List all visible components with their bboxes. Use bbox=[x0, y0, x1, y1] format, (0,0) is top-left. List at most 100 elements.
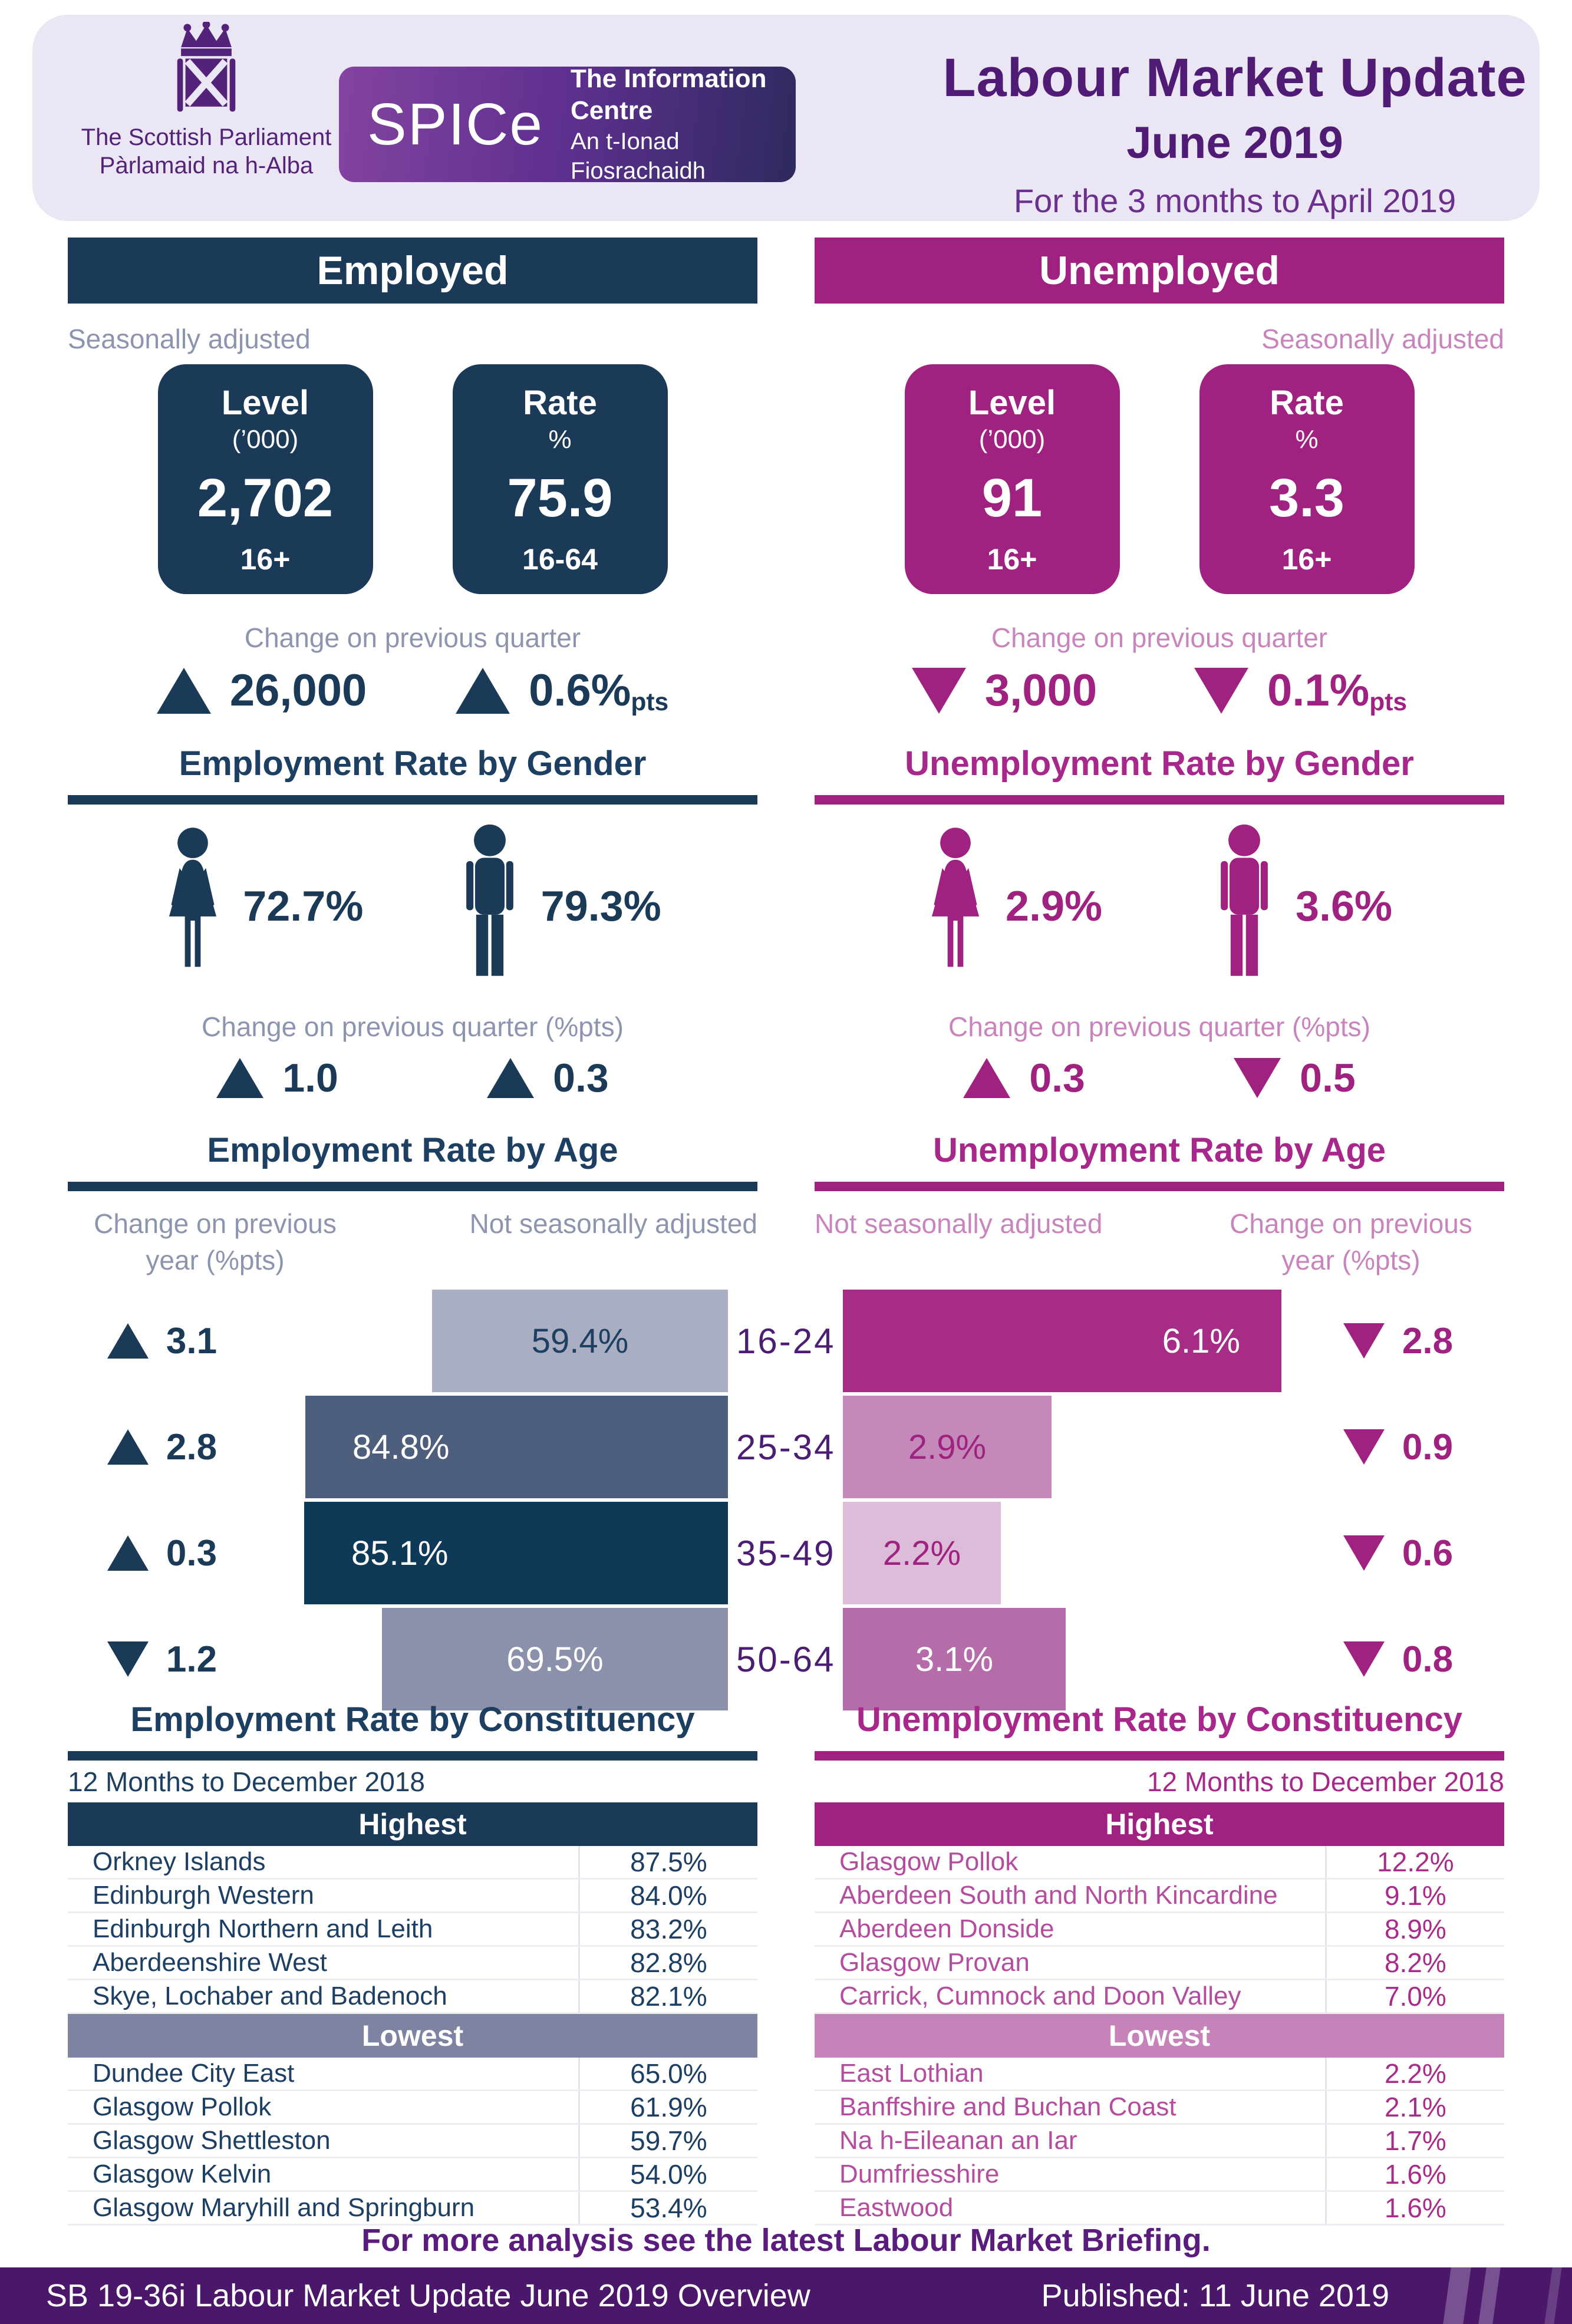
unemployed-age-adjustment-note: Not seasonally adjusted bbox=[815, 1208, 1103, 1239]
employed-rate-value: 75.9 bbox=[507, 468, 613, 528]
unemployment-age-bar: 2.2% bbox=[843, 1502, 1001, 1604]
employment-constituency-title: Employment Rate by Constituency bbox=[130, 1700, 695, 1739]
card-age-group: 16+ bbox=[987, 543, 1037, 576]
age-bar-chart: 3.1 59.4% 16-24 6.1% 2.8 2.8 84.8% 25-34… bbox=[68, 1288, 1504, 1712]
table-row: Aberdeen South and North Kincardine 9.1% bbox=[815, 1880, 1504, 1913]
card-unit: % bbox=[1295, 425, 1319, 454]
footer-bar: SB 19-36i Labour Market Update June 2019… bbox=[0, 2267, 1572, 2324]
rule bbox=[68, 1182, 757, 1191]
page-title: Labour Market Update bbox=[942, 48, 1527, 108]
triangle-up-icon bbox=[107, 1429, 149, 1465]
footer-note: For more analysis see the latest Labour … bbox=[361, 2223, 1211, 2258]
card-label: Level bbox=[221, 384, 309, 422]
employment-age-title: Employment Rate by Age bbox=[207, 1131, 618, 1169]
unemployment-age-change: 2.8 bbox=[1292, 1320, 1504, 1362]
employed-level-card: Level (’000) 2,702 16+ bbox=[157, 364, 373, 594]
unemployment-age-bar: 3.1% bbox=[843, 1608, 1066, 1710]
rule bbox=[815, 1182, 1504, 1191]
age-group-label: 16-24 bbox=[736, 1321, 836, 1361]
unemployed-stat-cards: Level (’000) 91 16+ Rate % 3.3 16+ bbox=[815, 364, 1504, 594]
table-row: Glasgow Pollok 61.9% bbox=[68, 2091, 757, 2125]
table-row: Dundee City East 65.0% bbox=[68, 2058, 757, 2091]
table-row: Glasgow Provan 8.2% bbox=[815, 1947, 1504, 1980]
unemployment-age-change: 0.8 bbox=[1292, 1639, 1504, 1680]
employment-age-change: 0.3 bbox=[68, 1532, 256, 1574]
spice-wordmark: SPICe bbox=[367, 91, 544, 157]
male-employment-rate: 79.3% bbox=[541, 883, 661, 930]
female-unemployment-rate: 2.9% bbox=[1005, 883, 1103, 930]
parliament-name-gd: Pàrlamaid na h-Alba bbox=[99, 153, 314, 179]
employment-constituency-period: 12 Months to December 2018 bbox=[68, 1766, 426, 1797]
unemployment-age-change: 0.9 bbox=[1292, 1426, 1504, 1468]
table-row: Glasgow Kelvin 54.0% bbox=[68, 2158, 757, 2192]
footer-decorative-stripe bbox=[1478, 2267, 1501, 2324]
triangle-up-icon bbox=[156, 667, 211, 714]
age-group-label: 25-34 bbox=[736, 1427, 836, 1467]
male-unemployment-change: 0.5 bbox=[1300, 1056, 1356, 1100]
unemployed-level-change: 3,000 bbox=[984, 665, 1098, 716]
triangle-up-icon bbox=[107, 1323, 149, 1359]
female-employment-rate: 72.7% bbox=[243, 883, 364, 930]
triangle-down-icon bbox=[911, 667, 966, 714]
unemployed-age-change-note: Change on previous year (%pts) bbox=[1230, 1208, 1472, 1275]
table-row: Orkney Islands 87.5% bbox=[68, 1846, 757, 1880]
rule bbox=[815, 1751, 1504, 1761]
highest-header: Highest bbox=[68, 1802, 757, 1846]
employed-adjustment-note: Seasonally adjusted bbox=[68, 324, 311, 354]
pts-suffix: pts bbox=[631, 687, 669, 716]
table-row: Eastwood 1.6% bbox=[815, 2192, 1504, 2226]
employed-quarter-changes: 26,000 0.6%pts bbox=[68, 665, 757, 716]
age-row-35-49: 0.3 85.1% 35-49 2.2% 0.6 bbox=[68, 1500, 1504, 1606]
age-row-50-64: 1.2 69.5% 50-64 3.1% 0.8 bbox=[68, 1606, 1504, 1712]
pts-suffix: pts bbox=[1369, 687, 1408, 716]
triangle-down-icon bbox=[1234, 1058, 1281, 1098]
page-header: The Scottish Parliament Pàrlamaid na h-A… bbox=[32, 15, 1540, 221]
card-unit: (’000) bbox=[232, 425, 299, 454]
unemployment-age-bar: 2.9% bbox=[843, 1396, 1052, 1498]
reporting-period: For the 3 months to April 2019 bbox=[1013, 182, 1456, 219]
unemployed-level-value: 91 bbox=[981, 468, 1043, 528]
triangle-down-icon bbox=[1343, 1535, 1385, 1571]
male-unemployment-rate: 3.6% bbox=[1295, 883, 1393, 930]
table-row: Glasgow Shettleston 59.7% bbox=[68, 2125, 757, 2158]
parliament-crown-flag-icon bbox=[177, 22, 236, 112]
table-row: Glasgow Maryhill and Springburn 53.4% bbox=[68, 2192, 757, 2226]
table-row: Edinburgh Northern and Leith 83.2% bbox=[68, 1913, 757, 1947]
triangle-up-icon bbox=[216, 1058, 264, 1098]
employed-level-value: 2,702 bbox=[197, 468, 334, 528]
table-row: Banffshire and Buchan Coast 2.1% bbox=[815, 2091, 1504, 2125]
employed-level-change: 26,000 bbox=[229, 665, 367, 716]
unemployment-age-title: Unemployment Rate by Age bbox=[932, 1131, 1386, 1169]
male-person-icon bbox=[1221, 824, 1268, 976]
footer-decorative-stripe bbox=[1443, 2267, 1471, 2324]
table-row: Glasgow Pollok 12.2% bbox=[815, 1846, 1504, 1880]
triangle-up-icon bbox=[963, 1058, 1011, 1098]
spice-tagline-gd: An t-Ionad Fiosrachaidh bbox=[571, 128, 706, 184]
table-row: Dumfriesshire 1.6% bbox=[815, 2158, 1504, 2192]
unemployment-age-change: 0.6 bbox=[1292, 1532, 1504, 1574]
triangle-up-icon bbox=[456, 667, 510, 714]
card-age-group: 16+ bbox=[240, 543, 291, 576]
table-row: East Lothian 2.2% bbox=[815, 2058, 1504, 2091]
employed-rate-change: 0.6% bbox=[529, 665, 631, 716]
table-row: Na h-Eileanan an Iar 1.7% bbox=[815, 2125, 1504, 2158]
age-row-25-34: 2.8 84.8% 25-34 2.9% 0.9 bbox=[68, 1394, 1504, 1500]
female-unemployment-change: 0.3 bbox=[1029, 1056, 1085, 1100]
employment-age-bar: 84.8% bbox=[305, 1396, 728, 1498]
female-person-icon bbox=[169, 828, 217, 967]
employment-constituency-table: Highest Orkney Islands 87.5% Edinburgh We… bbox=[68, 1802, 757, 2226]
table-row: Edinburgh Western 84.0% bbox=[68, 1880, 757, 1913]
employed-quarter-change-label: Change on previous quarter bbox=[244, 622, 581, 653]
age-group-label: 35-49 bbox=[736, 1533, 836, 1573]
employment-age-change: 1.2 bbox=[68, 1639, 256, 1680]
unemployment-constituency-period: 12 Months to December 2018 bbox=[1146, 1766, 1504, 1797]
unemployment-constituency-title: Unemployment Rate by Constituency bbox=[856, 1700, 1463, 1739]
highest-header: Highest bbox=[815, 1802, 1504, 1846]
employed-stat-cards: Level (’000) 2,702 16+ Rate % 75.9 16-64 bbox=[68, 364, 757, 594]
footer-reference: SB 19-36i Labour Market Update June 2019… bbox=[46, 2278, 810, 2313]
triangle-down-icon bbox=[1343, 1323, 1385, 1359]
unemployed-gender-changes: 0.3 0.5 bbox=[815, 1055, 1504, 1101]
male-person-icon bbox=[466, 824, 513, 976]
unemployed-section-header: Unemployed bbox=[815, 238, 1504, 304]
